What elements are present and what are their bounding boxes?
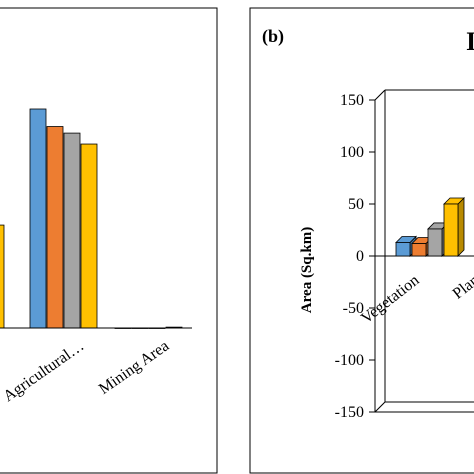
- panel-b-frame: [249, 7, 474, 474]
- bar-agricultural-series-3: [63, 132, 81, 329]
- category-label-mining-area: Mining Area: [96, 337, 172, 398]
- panel-b-bars: [395, 197, 465, 257]
- bar-agricultural-series-2: [46, 126, 64, 329]
- y-axis-title: Area (Sq.km): [299, 227, 315, 313]
- bar-partial-series-4: [0, 224, 5, 329]
- y-tick-label: 150: [340, 92, 364, 109]
- panel-b-label: (b): [262, 26, 284, 47]
- panel-b-y-ticks: 150 100 50 0 -50 -100 -150: [335, 92, 375, 421]
- panel-a-frame: [0, 7, 218, 474]
- category-label-plan: Plan: [450, 272, 474, 303]
- y-tick-label: 100: [340, 144, 364, 161]
- bar-vegetation-series-4: [443, 197, 465, 257]
- panel-a-category-labels: Agricultural… Mining Area: [0, 337, 172, 405]
- y-tick-label: 0: [356, 248, 364, 265]
- panel-a-bars: [0, 108, 183, 329]
- panel-b-title-fragment: I: [466, 27, 474, 56]
- y-tick-label: -100: [335, 352, 364, 369]
- bar-agricultural-series-1: [29, 108, 47, 329]
- bar-agricultural-series-4: [80, 143, 98, 329]
- y-tick-label: -50: [343, 300, 364, 317]
- y-tick-label: 50: [348, 196, 364, 213]
- y-tick-label: -150: [335, 404, 364, 421]
- category-label-agricultural: Agricultural…: [0, 337, 87, 405]
- category-label-vegetation: Vegetation: [358, 272, 422, 328]
